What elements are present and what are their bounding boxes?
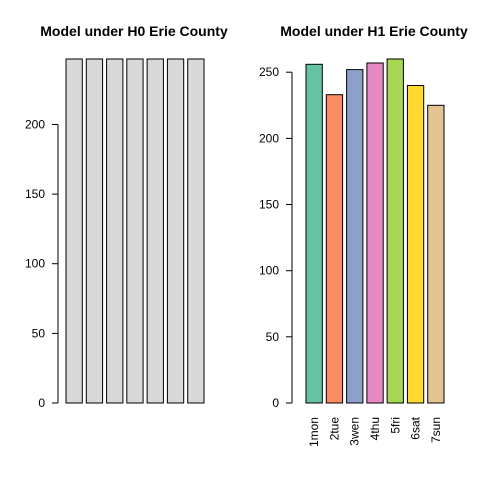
bar-5fri xyxy=(146,58,164,404)
y-tick-label: 150 xyxy=(25,187,45,201)
bar-4thu xyxy=(366,62,384,404)
bar-3wen xyxy=(346,69,364,404)
chart-panel-h0: Model under H0 Erie County 0 50 100 150 200 xyxy=(25,23,228,410)
x-tick-label: 1mon xyxy=(307,417,321,447)
bar-3wen xyxy=(106,58,124,404)
x-tick-label: 2tue xyxy=(327,417,341,441)
chart-title-h1: Model under H1 Erie County xyxy=(280,23,468,39)
x-tick-label: 5fri xyxy=(388,417,402,434)
y-tick-label: 0 xyxy=(38,396,45,410)
x-axis-labels-h1: 1mon 2tue 3wen 4thu 5fri 6sat 7sun xyxy=(307,416,443,447)
y-tick-label: 100 xyxy=(259,264,279,278)
y-tick-label: 200 xyxy=(25,118,45,132)
x-tick-label: 6sat xyxy=(409,416,423,439)
x-tick-label: 7sun xyxy=(429,417,443,443)
bar-2tue xyxy=(85,58,104,404)
bars-h0 xyxy=(65,58,205,404)
chart-title-h0: Model under H0 Erie County xyxy=(40,23,228,39)
y-tick-label: 250 xyxy=(259,65,279,79)
y-tick-label: 100 xyxy=(25,257,45,271)
bar-2tue xyxy=(325,94,344,404)
y-tick-label: 200 xyxy=(259,131,279,145)
y-tick-label: 150 xyxy=(259,198,279,212)
x-tick-label: 4thu xyxy=(368,417,382,440)
bar-6sat xyxy=(166,58,185,404)
bar-6sat xyxy=(406,85,425,404)
y-axis-h0: 0 50 100 150 200 xyxy=(25,118,59,410)
bar-7sun xyxy=(427,104,445,404)
bar-5fri xyxy=(386,58,404,404)
y-tick-label: 0 xyxy=(272,396,279,410)
bar-1mon xyxy=(65,58,83,404)
y-axis-h1: 0 50 100 150 200 250 xyxy=(259,65,293,410)
bar-1mon xyxy=(305,63,323,404)
y-tick-label: 50 xyxy=(266,330,280,344)
bars-h1 xyxy=(305,58,445,404)
bar-7sun xyxy=(187,58,205,404)
chart-panel-h1: Model under H1 Erie County 0 50 100 150 200 2… xyxy=(259,23,468,447)
x-tick-label: 3wen xyxy=(348,417,362,446)
y-tick-label: 50 xyxy=(32,326,46,340)
bar-4thu xyxy=(126,58,144,404)
